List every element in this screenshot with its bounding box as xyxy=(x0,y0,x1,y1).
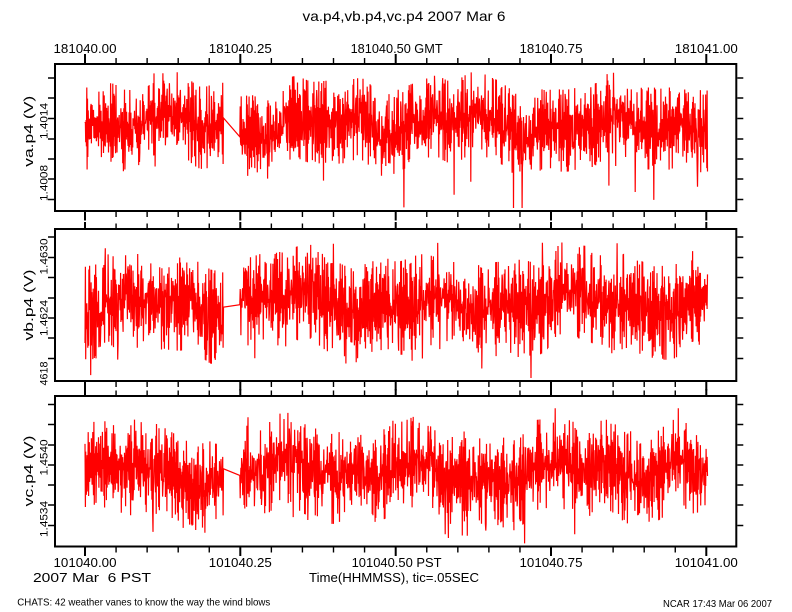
svg-text:1.4624: 1.4624 xyxy=(39,300,51,336)
svg-text:1.4540: 1.4540 xyxy=(39,440,51,476)
svg-text:4618: 4618 xyxy=(39,362,51,386)
svg-text:vc.p4 (V): vc.p4 (V) xyxy=(21,436,36,507)
svg-text:1.4630: 1.4630 xyxy=(39,239,51,275)
svg-text:181040.75: 181040.75 xyxy=(520,41,583,56)
svg-text:101040.50 PST: 101040.50 PST xyxy=(352,555,442,570)
svg-text:181041.00: 181041.00 xyxy=(675,41,738,56)
svg-text:101040.00: 101040.00 xyxy=(54,555,117,570)
svg-text:va.p4,vb.p4,vc.p4 2007 Mar 6: va.p4,vb.p4,vc.p4 2007 Mar 6 xyxy=(303,8,506,24)
svg-text:101040.25: 101040.25 xyxy=(209,555,272,570)
svg-text:181040.50 GMT: 181040.50 GMT xyxy=(351,41,443,56)
svg-text:2007 Mar 6 PST: 2007 Mar 6 PST xyxy=(33,570,151,585)
svg-text:va.p4 (V): va.p4 (V) xyxy=(21,96,36,167)
svg-text:1.4014: 1.4014 xyxy=(39,103,51,139)
svg-text:1.4534: 1.4534 xyxy=(39,501,51,537)
svg-text:1.4008: 1.4008 xyxy=(39,165,51,201)
svg-text:181040.25: 181040.25 xyxy=(209,41,272,56)
svg-text:CHATS: 42 weather vanes to kno: CHATS: 42 weather vanes to know the way … xyxy=(17,597,270,609)
svg-text:101041.00: 101041.00 xyxy=(675,555,738,570)
svg-text:101040.75: 101040.75 xyxy=(520,555,583,570)
svg-text:NCAR 17:43 Mar 06 2007: NCAR 17:43 Mar 06 2007 xyxy=(663,598,772,610)
svg-text:Time(HHMMSS), tic=.05SEC: Time(HHMMSS), tic=.05SEC xyxy=(309,570,479,585)
svg-text:vb.p4 (V): vb.p4 (V) xyxy=(21,270,36,341)
svg-text:181040.00: 181040.00 xyxy=(54,41,117,56)
